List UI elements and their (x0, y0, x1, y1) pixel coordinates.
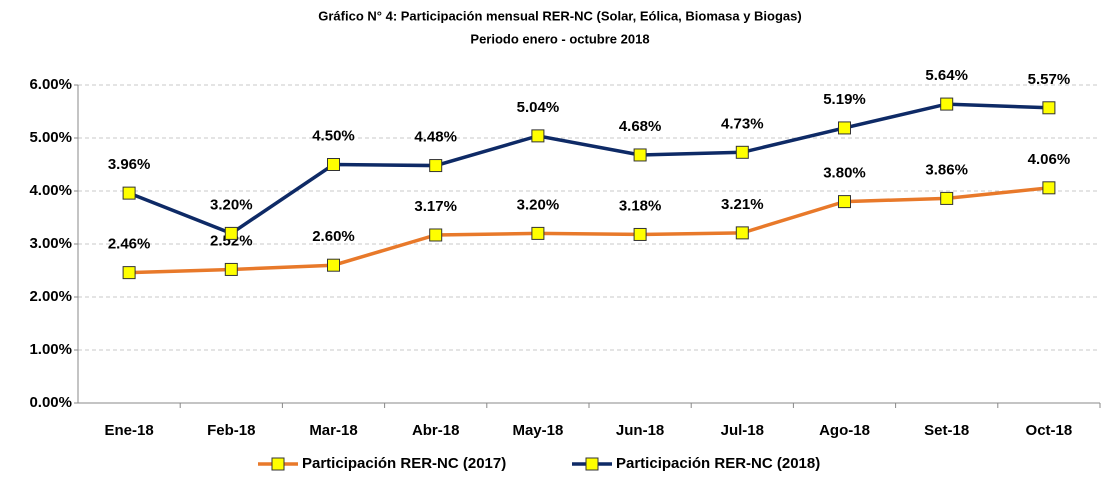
marker (940, 191, 954, 205)
chart-title: Gráfico N° 4: Participación mensual RER-… (318, 8, 801, 23)
y-tick-label: 5.00% (29, 129, 72, 146)
x-tick-label: Ago-18 (819, 422, 870, 439)
marker (838, 121, 851, 135)
marker (633, 148, 647, 162)
chart-subtitle: Periodo enero - octubre 2018 (470, 31, 649, 46)
y-tick-label: 1.00% (29, 341, 72, 358)
x-tick-label: Set-18 (924, 422, 969, 439)
data-label: 5.57% (1028, 71, 1071, 88)
data-label: 5.04% (517, 99, 560, 116)
x-tick-label: Abr-18 (412, 422, 460, 439)
marker (531, 226, 545, 240)
data-label: 5.19% (823, 91, 866, 108)
x-tick-label: Jun-18 (616, 422, 664, 439)
marker (327, 158, 340, 171)
data-label: 2.46% (108, 236, 151, 253)
data-label: 4.50% (312, 127, 355, 144)
y-tick-label: 0.00% (29, 394, 72, 411)
marker (224, 262, 238, 276)
y-tick-label: 4.00% (29, 182, 72, 199)
marker (429, 228, 443, 242)
marker (122, 186, 136, 200)
data-label: 4.06% (1028, 151, 1071, 168)
marker (838, 195, 851, 209)
data-label: 3.86% (925, 161, 968, 178)
y-tick-label: 3.00% (29, 235, 72, 252)
x-tick-label: Ene-18 (104, 422, 153, 439)
x-tick-label: Oct-18 (1026, 422, 1073, 439)
data-label: 3.17% (414, 198, 457, 215)
legend-label: Participación RER-NC (2018) (616, 455, 820, 472)
data-label: 3.80% (823, 165, 866, 182)
marker (735, 226, 749, 240)
y-tick-label: 6.00% (29, 76, 72, 93)
data-label: 3.20% (210, 196, 253, 213)
data-label: 3.21% (721, 196, 764, 213)
x-tick-label: Feb-18 (207, 422, 255, 439)
legend-marker (585, 457, 599, 471)
series-line (128, 102, 1049, 236)
data-label: 3.18% (619, 197, 662, 214)
marker (1042, 101, 1056, 115)
x-tick-label: Jul-18 (721, 422, 764, 439)
data-label: 4.73% (721, 115, 764, 132)
data-label: 3.20% (517, 196, 560, 213)
marker (122, 266, 136, 280)
marker (327, 258, 340, 272)
marker (1042, 181, 1056, 195)
series-line (129, 186, 1050, 275)
x-tick-label: May-18 (512, 422, 563, 439)
data-label: 4.68% (619, 118, 662, 135)
marker (633, 227, 647, 241)
data-label: 2.60% (312, 228, 355, 245)
marker (940, 97, 954, 111)
marker (531, 129, 545, 143)
marker (735, 145, 749, 159)
data-label: 4.48% (414, 129, 457, 146)
x-tick-label: Mar-18 (309, 422, 357, 439)
marker (224, 226, 238, 240)
y-tick-label: 2.00% (29, 288, 72, 305)
legend-marker (271, 457, 285, 471)
legend-label: Participación RER-NC (2017) (302, 455, 506, 472)
data-label: 2.52% (210, 232, 253, 249)
marker (429, 159, 443, 173)
data-label: 3.96% (108, 156, 151, 173)
data-label: 5.64% (925, 67, 968, 84)
